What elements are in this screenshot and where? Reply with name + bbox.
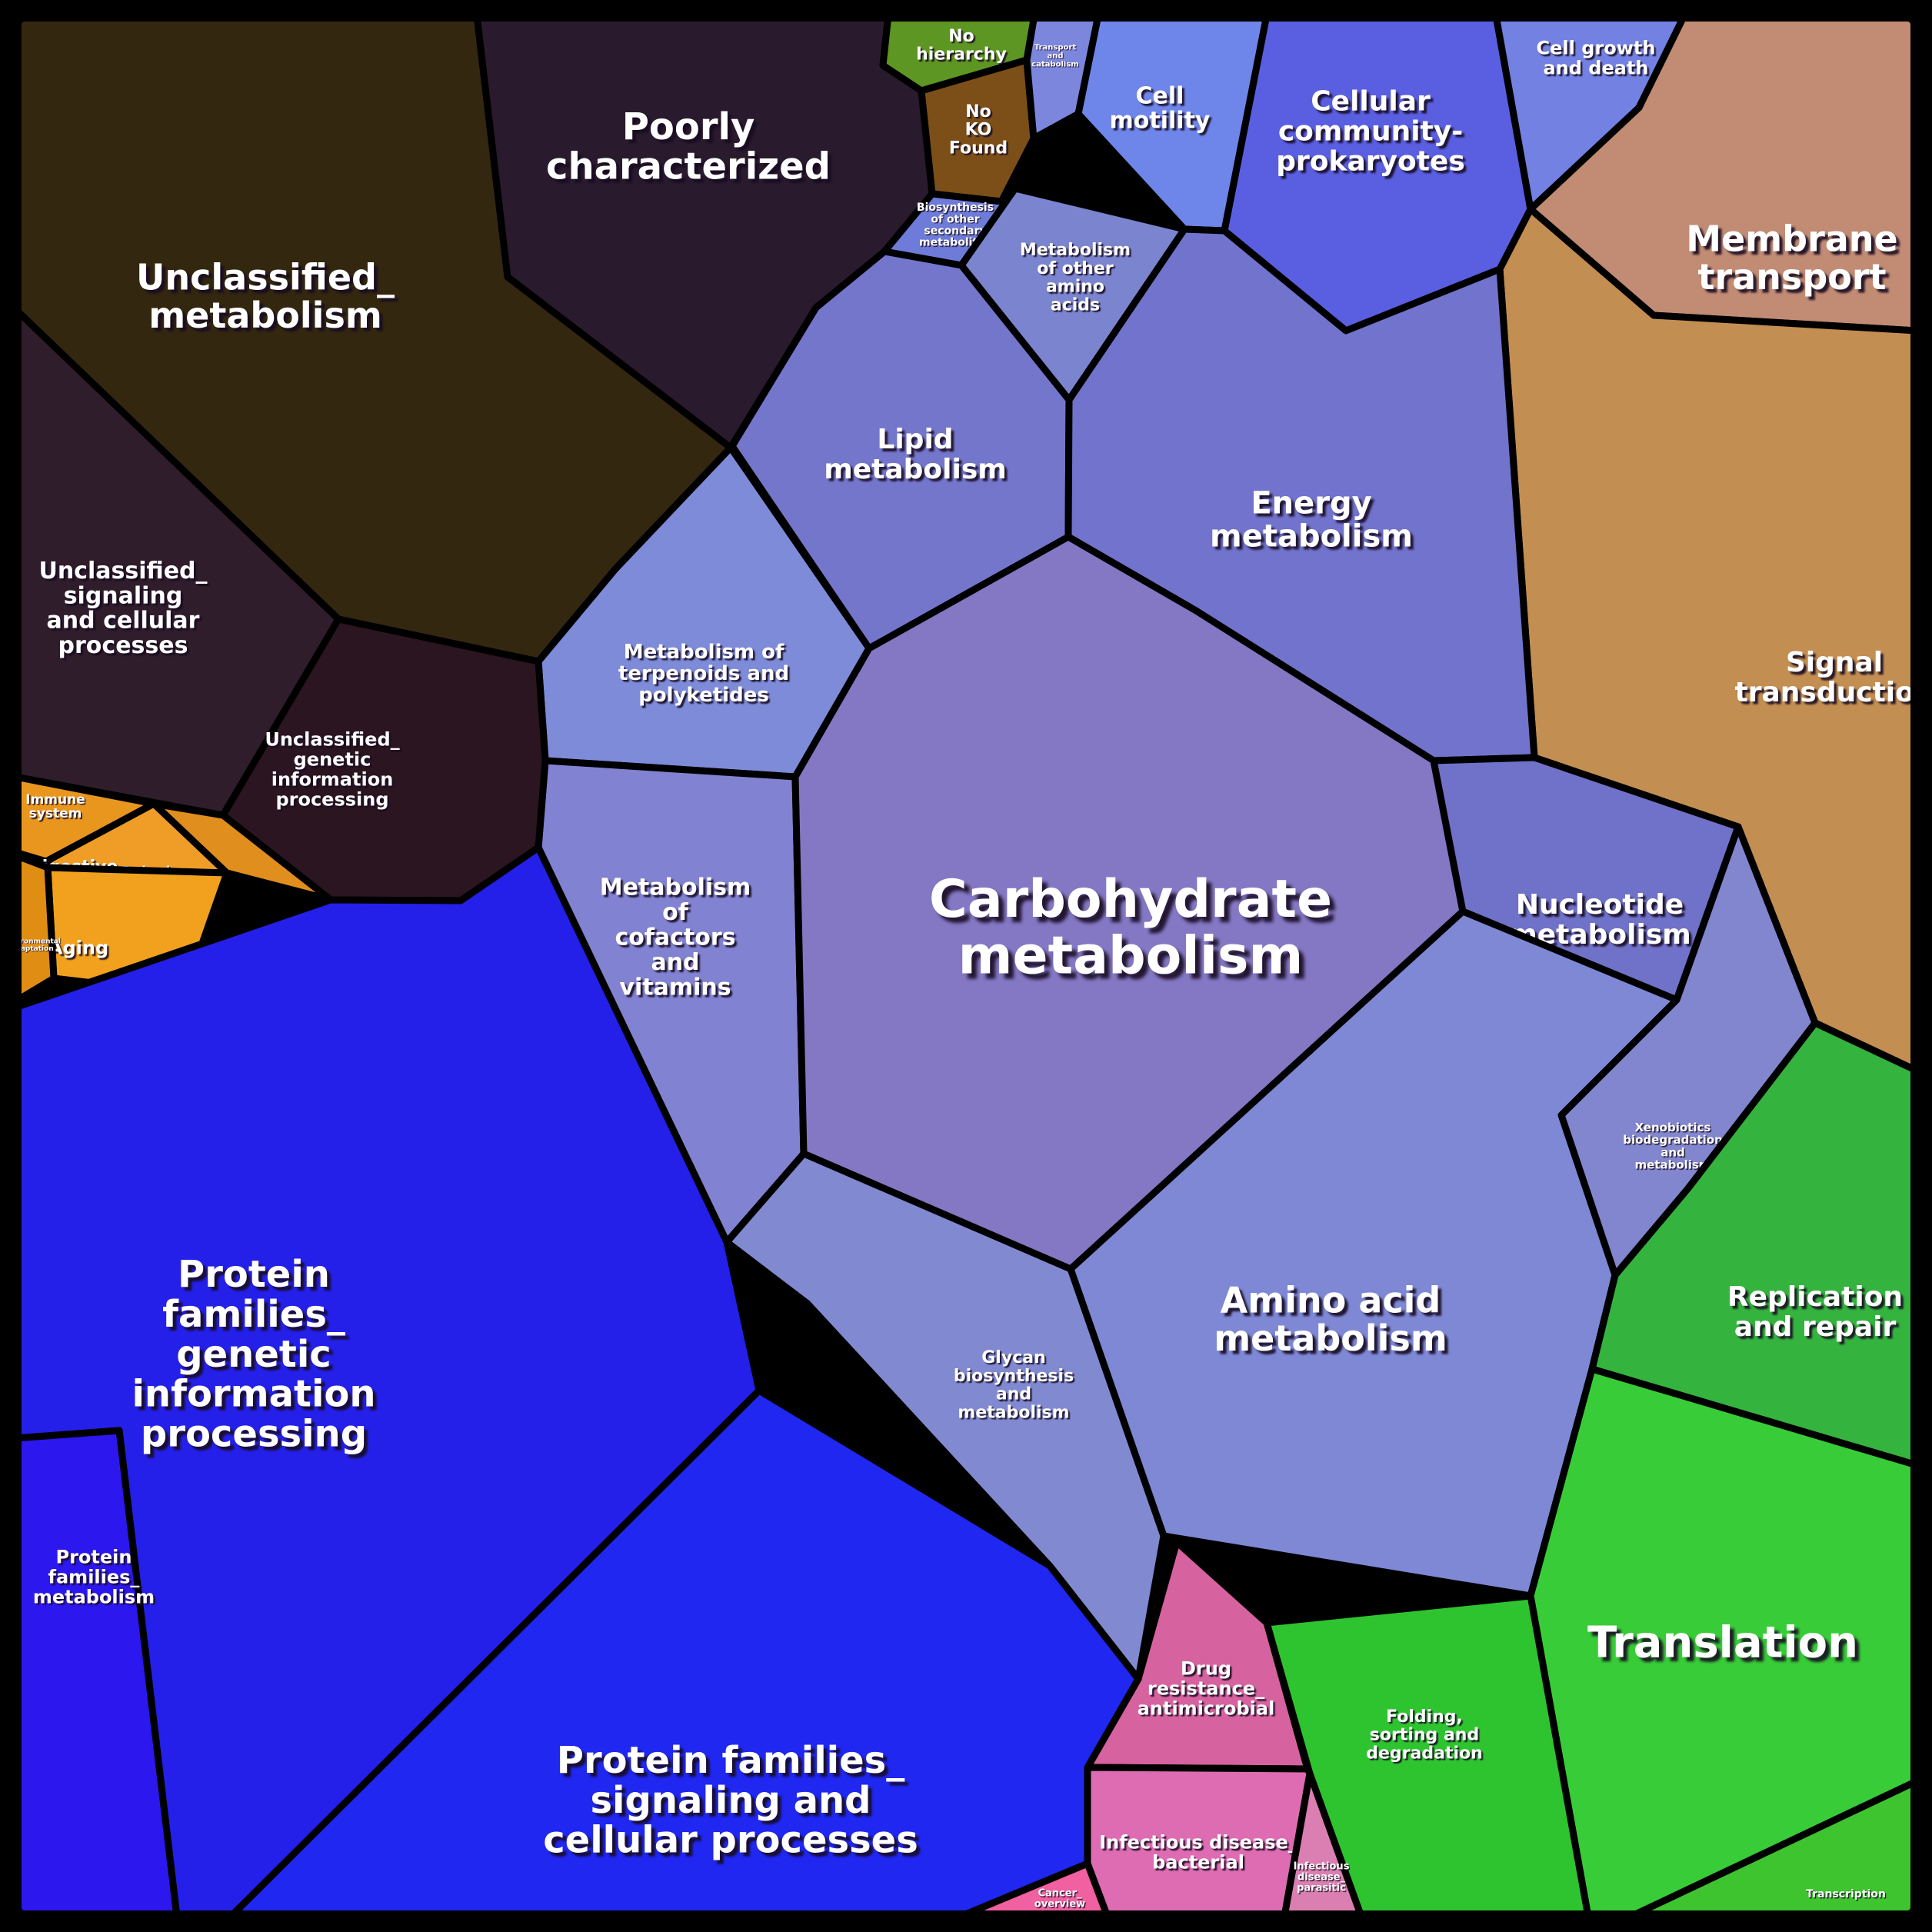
cell-label-replication-and-repair: Replication and repair — [1727, 1281, 1903, 1343]
cell-label-metabolism-of-cofactors-and-vitamins: Metabolism of cofactors and vitamins — [600, 874, 751, 1001]
cell-label-lipid-metabolism: Lipid metabolism — [824, 424, 1007, 485]
cell-translation[interactable]: Translation — [1527, 1365, 1920, 1920]
cell-label-transport-and-catabolism: Transport and catabolism — [1031, 44, 1078, 69]
cell-label-immune-system: Immune system — [25, 792, 85, 821]
cell-label-signal-transduction: Signal transduction — [1735, 647, 1932, 708]
cell-label-environmental-adaptation: Environmental adaptation — [4, 938, 61, 953]
cell-label-translation: Translation — [1587, 1618, 1858, 1668]
cell-no-ko-found[interactable]: No KO Found — [918, 56, 1038, 205]
cell-infectious-disease-bacterial[interactable]: Infectious disease_ bacterial — [1084, 1764, 1314, 1920]
cell-label-poorly-characterized: Poorly characterized — [546, 105, 831, 188]
cell-label-amino-acid-metabolism: Amino acid metabolism — [1214, 1279, 1447, 1359]
cell-label-unclassified-signaling-and-cellular-processes: Unclassified_ signaling and cellular proces… — [38, 558, 207, 659]
cell-label-cell-motility: Cell motility — [1110, 82, 1211, 134]
cell-protein-families-signaling-and-cellular-processes[interactable]: Protein families_ signaling and cellular p… — [227, 1387, 1142, 1920]
cell-poorly-characterized[interactable]: Poorly characterized — [473, 12, 936, 451]
cell-environmental-adaptation[interactable]: Environmental adaptation — [4, 851, 61, 1005]
cell-label-carbohydrate-metabolism: Carbohydrate metabolism — [929, 869, 1332, 986]
cell-metabolism-of-terpenoids-and-polyketides[interactable]: Metabolism of terpenoids and polyketides — [535, 444, 873, 781]
cell-label-folding-sorting-and-degradation: Folding, sorting and degradation — [1366, 1707, 1483, 1764]
cell-label-infectious-disease-bacterial: Infectious disease_ bacterial — [1099, 1831, 1297, 1873]
cell-label-cancer-overview: Cancer_ overview — [1034, 1888, 1085, 1910]
cell-label-drug-resistance-antimicrobial: Drug resistance_ antimicrobial — [1138, 1657, 1275, 1719]
cell-label-infectious-disease-parasitic: Infectious disease_ parasitic — [1294, 1861, 1350, 1894]
cell-label-nucleotide-metabolism: Nucleotide metabolism — [1508, 889, 1691, 951]
cell-carbohydrate-metabolism[interactable]: Carbohydrate metabolism — [791, 533, 1467, 1273]
cell-label-cell-growth-and-death: Cell growth and death — [1537, 37, 1656, 78]
cell-membrane-transport[interactable]: Membrane transport — [1527, 12, 1920, 335]
cell-label-xenobiotics-biodegradation-and-metabolism: Xenobiotics biodegradation and metabolism — [1623, 1121, 1723, 1172]
cell-energy-metabolism[interactable]: Energy metabolism — [1064, 225, 1538, 764]
cell-shape-no-ko-found[interactable] — [918, 56, 1038, 205]
cell-folding-sorting-and-degradation[interactable]: Folding, sorting and degradation — [1263, 1592, 1592, 1920]
cell-label-glycan-biosynthesis-and-metabolism: Glycan biosynthesis and metabolism — [954, 1348, 1074, 1422]
cell-label-cellular-community-prokaryotes: Cellular community-prokaryotes — [1276, 86, 1465, 178]
cell-label-transcription: Transcription — [1806, 1888, 1886, 1900]
cell-label-metabolism-of-other-amino-acids: Metabolism of other amino acids — [1020, 241, 1131, 315]
cell-label-metabolism-of-terpenoids-and-polyketides: Metabolism of terpenoids and polyketides — [618, 641, 789, 707]
cell-label-biosynthesis-of-other-secondary-metabolites: Biosynthesis of other secondary metabolites — [917, 202, 994, 248]
cell-label-protein-families-metabolism: Protein families_ metabolism — [33, 1546, 155, 1607]
cell-label-protein-families-genetic-information-processing: Protein families_ genetic information proces… — [132, 1253, 375, 1455]
cell-label-energy-metabolism: Energy metabolism — [1210, 485, 1413, 554]
cell-label-no-ko-found: No KO Found — [949, 102, 1008, 158]
cell-label-unclassified-metabolism: Unclassified_ metabolism — [136, 256, 395, 336]
cell-label-no-hierarchy: No hierarchy — [916, 27, 1007, 65]
cell-label-protein-families-signaling-and-cellular-processes: Protein families_ signaling and cellular p… — [543, 1739, 918, 1862]
cell-label-unclassified-genetic-information-processing: Unclassified_ genetic information processin… — [265, 729, 399, 811]
cell-label-membrane-transport: Membrane transport — [1686, 218, 1898, 298]
cell-label-aging: Aging — [48, 937, 108, 958]
